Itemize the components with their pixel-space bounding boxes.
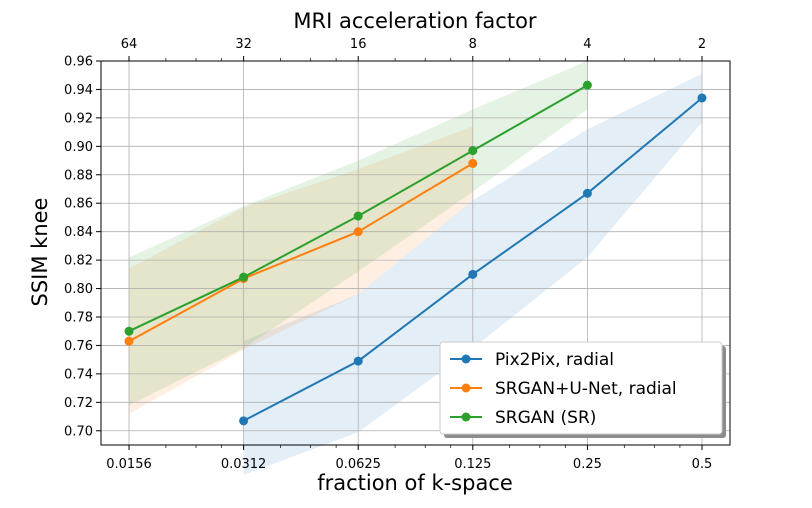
y-tick-label: 0.72	[64, 396, 93, 411]
y-tick-label: 0.76	[64, 339, 93, 354]
y-tick-label: 0.96	[64, 55, 93, 70]
y-tick-label: 0.74	[64, 367, 93, 382]
legend-box	[439, 341, 723, 435]
y-tick-label: 0.86	[64, 197, 93, 212]
x-tick-label: 0.125	[454, 457, 491, 472]
data-point	[582, 188, 592, 198]
x-tick-label: 0.25	[573, 457, 602, 472]
legend-swatch-marker	[461, 354, 471, 364]
top-tick-label: 64	[121, 37, 138, 52]
legend-label: SRGAN (SR)	[495, 408, 596, 428]
y-tick-label: 0.84	[64, 225, 93, 240]
y-axis-title: SSIM knee	[28, 198, 52, 307]
legend-label: SRGAN+U-Net, radial	[495, 379, 677, 399]
x-tick-label: 0.0625	[335, 457, 381, 472]
legend-swatch-marker	[461, 383, 471, 393]
data-point	[353, 227, 363, 237]
x-axis-title: fraction of k-space	[317, 471, 513, 495]
y-tick-label: 0.90	[64, 140, 93, 155]
y-tick-label: 0.82	[64, 254, 93, 269]
top-tick-label: 8	[469, 37, 477, 52]
y-tick-label: 0.78	[64, 311, 93, 326]
data-point	[468, 146, 478, 156]
y-tick-label: 0.94	[64, 83, 93, 98]
top-tick-label: 32	[235, 37, 252, 52]
top-tick-label: 2	[698, 37, 706, 52]
y-tick-label: 0.88	[64, 168, 93, 183]
axes: 0.0156 64 0.0312 32 0.0625 16 0.125 8 0.25 4 0.5 2 0…	[64, 37, 731, 472]
data-point	[124, 336, 134, 346]
top-tick-label: 16	[350, 37, 367, 52]
y-tick-label: 0.92	[64, 111, 93, 126]
legend: Pix2Pix, radial SRGAN+U-Net, radial SRGAN …	[439, 341, 726, 438]
y-tick-label: 0.80	[64, 282, 93, 297]
series-line	[128, 162, 474, 343]
data-point	[697, 93, 707, 103]
data-point	[468, 158, 478, 168]
legend-label: Pix2Pix, radial	[495, 350, 614, 370]
legend-swatch-marker	[461, 412, 471, 422]
top-axis-title: MRI acceleration factor	[293, 9, 537, 33]
data-point	[239, 272, 249, 282]
x-tick-label: 0.0156	[106, 457, 152, 472]
series-lines	[124, 80, 707, 426]
data-point	[239, 416, 249, 426]
data-point	[353, 211, 363, 221]
data-point	[124, 326, 134, 336]
data-point	[582, 80, 592, 90]
x-tick-label: 0.5	[692, 457, 713, 472]
plot-frame	[100, 60, 731, 446]
y-tick-label: 0.70	[64, 424, 93, 439]
band-SRGAN+U-Net, radial	[129, 126, 473, 414]
data-point	[468, 269, 478, 279]
top-tick-label: 4	[583, 37, 591, 52]
data-point	[353, 356, 363, 366]
x-tick-label: 0.0312	[221, 457, 267, 472]
